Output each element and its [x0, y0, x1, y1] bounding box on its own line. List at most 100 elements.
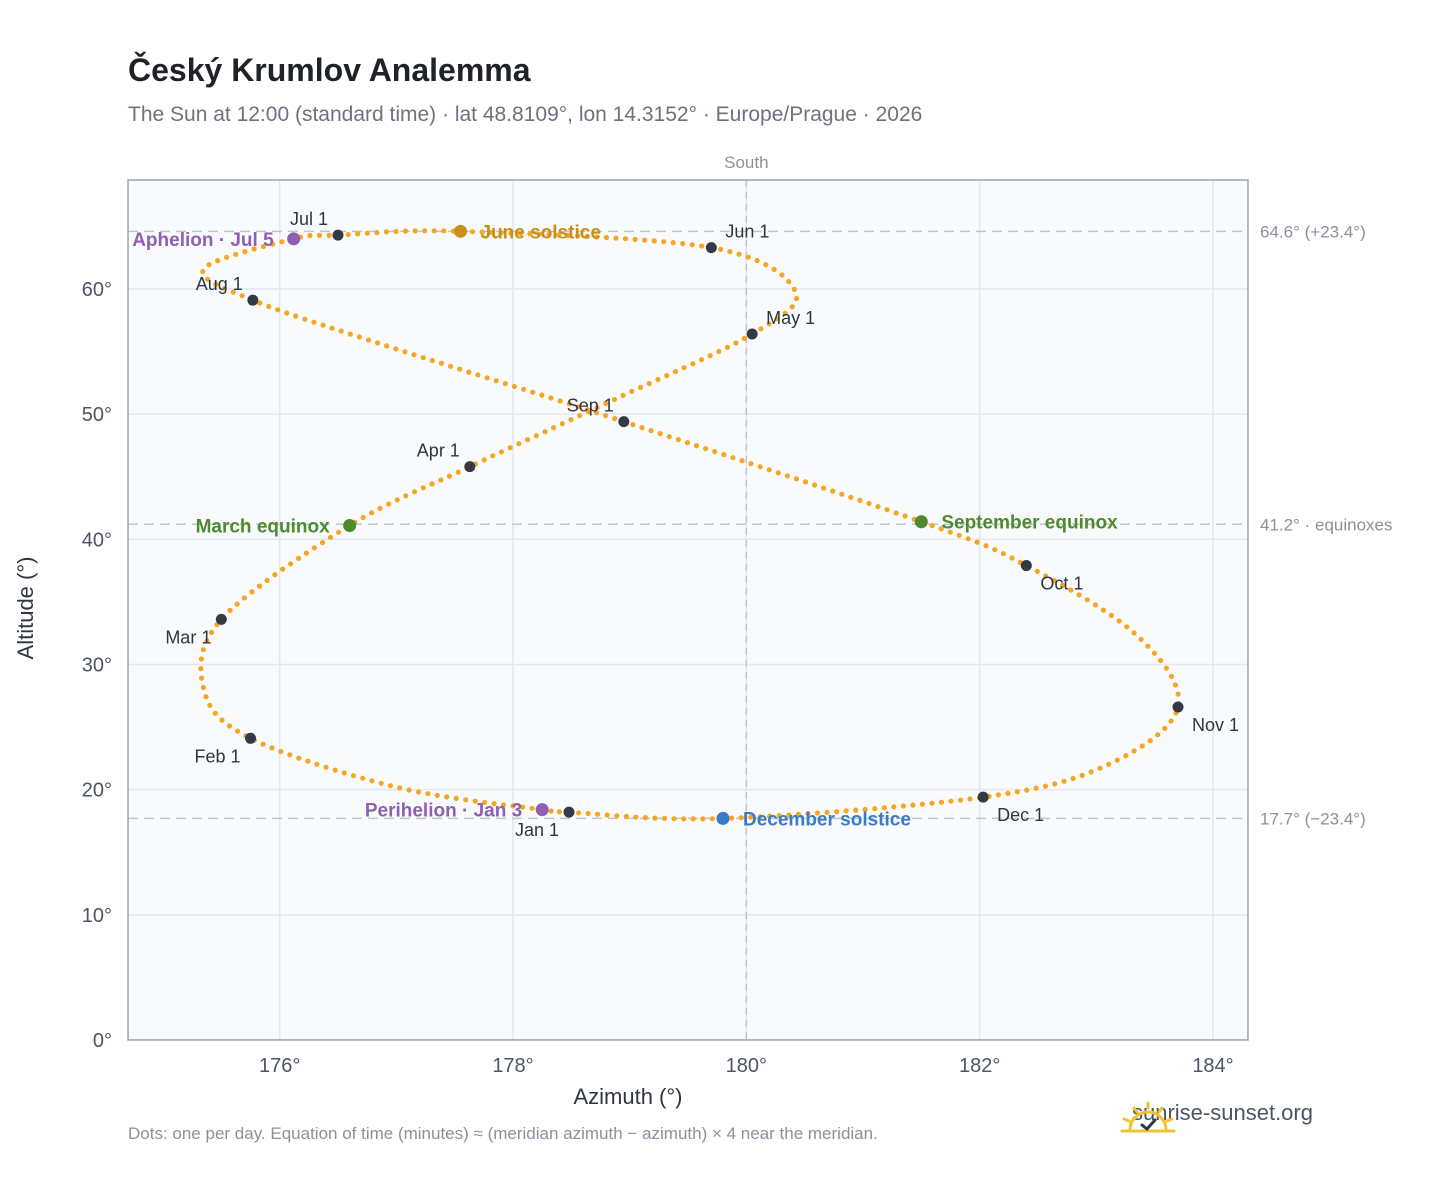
daily-sun-dot — [632, 236, 638, 242]
daily-sun-dot — [441, 228, 447, 234]
daily-sun-dot — [738, 815, 744, 821]
daily-sun-dot — [603, 413, 609, 419]
daily-sun-dot — [206, 262, 212, 268]
daily-sun-dot — [786, 279, 792, 285]
daily-sun-dot — [748, 814, 754, 820]
daily-sun-dot — [793, 295, 800, 302]
daily-sun-dot — [1147, 738, 1153, 744]
daily-sun-dot — [681, 816, 687, 822]
daily-sun-dot — [957, 797, 964, 803]
daily-sun-dot — [824, 809, 830, 816]
daily-sun-dot — [1079, 772, 1085, 779]
x-axis-label: Azimuth (°) — [573, 1084, 682, 1109]
daily-sun-dot — [481, 457, 487, 463]
daily-sun-dot — [438, 477, 444, 483]
daily-sun-dot — [712, 449, 718, 455]
daily-sun-dot — [446, 473, 453, 479]
daily-sun-dot — [812, 482, 818, 488]
daily-sun-dot — [1070, 775, 1076, 782]
daily-sun-dot — [657, 431, 663, 437]
daily-sun-dot — [763, 262, 769, 268]
daily-sun-dot — [1024, 787, 1030, 793]
daily-sun-dot — [857, 497, 863, 503]
brand[interactable]: sunrise-sunset.org — [1120, 1100, 1313, 1133]
daily-sun-dot — [530, 389, 536, 395]
daily-sun-dot — [633, 814, 639, 820]
daily-sun-dot — [967, 796, 973, 802]
daily-sun-dot — [338, 328, 344, 334]
daily-sun-dot — [556, 232, 562, 238]
daily-sun-dot — [393, 228, 399, 235]
daily-sun-dot — [648, 428, 654, 434]
daily-sun-dot — [700, 816, 706, 822]
daily-sun-dot — [843, 808, 849, 814]
daily-sun-dot — [672, 369, 679, 375]
daily-sun-dot — [585, 810, 591, 817]
daily-sun-dot — [1097, 765, 1103, 771]
daily-sun-dot — [1138, 636, 1144, 643]
daily-sun-dot — [670, 240, 676, 246]
daily-sun-dot — [434, 792, 440, 799]
daily-sun-dot — [707, 353, 713, 359]
daily-sun-dot — [612, 416, 618, 422]
daily-sun-dot — [646, 380, 652, 387]
daily-sun-dot — [303, 550, 309, 556]
daily-sun-dot — [891, 804, 897, 810]
daily-sun-dot — [200, 268, 206, 275]
daily-sun-dot — [1124, 624, 1130, 630]
daily-sun-dot — [698, 357, 705, 363]
daily-sun-dot — [1131, 630, 1137, 636]
daily-sun-dot — [420, 485, 426, 491]
daily-sun-dot — [956, 532, 962, 539]
daily-sun-dot — [1162, 725, 1168, 731]
daily-sun-dot — [356, 334, 362, 340]
daily-sun-dot — [745, 254, 751, 260]
daily-sun-dot — [551, 425, 557, 431]
x-tick-label: 184° — [1192, 1055, 1233, 1077]
daily-sun-dot — [611, 396, 618, 403]
daily-sun-dot — [272, 572, 278, 578]
daily-sun-dot — [754, 257, 760, 264]
daily-sun-dot — [805, 811, 811, 817]
daily-sun-dot — [425, 791, 431, 797]
daily-sun-dot — [360, 775, 366, 781]
month-marker-label: Mar 1 — [165, 627, 211, 647]
daily-sun-dot — [264, 577, 270, 584]
month-marker-label: Jan 1 — [515, 820, 559, 840]
daily-sun-dot — [681, 365, 687, 371]
chart-footnote: Dots: one per day. Equation of time (min… — [128, 1124, 878, 1143]
daily-sun-dot — [884, 507, 890, 513]
daily-sun-dot — [378, 780, 384, 786]
daily-sun-dot — [375, 340, 381, 346]
daily-sun-dot — [510, 803, 516, 809]
daily-sun-dot — [1009, 555, 1015, 561]
daily-sun-dot — [584, 233, 590, 239]
daily-sun-dot — [466, 369, 472, 375]
daily-sun-dot — [919, 801, 926, 807]
daily-sun-dot — [774, 316, 780, 322]
daily-sun-dot — [620, 392, 626, 398]
daily-sun-dot — [200, 684, 206, 691]
daily-sun-dot — [377, 505, 383, 511]
daily-sun-dot — [412, 228, 418, 234]
daily-sun-dot — [1155, 732, 1161, 738]
daily-sun-dot — [393, 346, 399, 352]
daily-sun-dot — [1163, 665, 1169, 671]
event-marker — [287, 232, 301, 246]
daily-sun-dot — [239, 293, 245, 299]
daily-sun-dot — [577, 413, 583, 419]
daily-sun-dot — [630, 422, 636, 428]
daily-sun-dot — [848, 494, 854, 500]
daily-sun-dot — [929, 800, 935, 806]
daily-sun-dot — [1168, 718, 1174, 724]
daily-sun-dot — [224, 254, 230, 260]
daily-sun-dot — [1158, 657, 1164, 664]
daily-sun-dot — [771, 266, 777, 272]
daily-sun-dot — [938, 799, 945, 805]
daily-sun-dot — [502, 381, 508, 387]
month-marker — [332, 229, 344, 241]
daily-sun-dot — [507, 445, 513, 451]
x-tick-label: 178° — [492, 1055, 533, 1077]
daily-sun-dot — [402, 228, 409, 234]
